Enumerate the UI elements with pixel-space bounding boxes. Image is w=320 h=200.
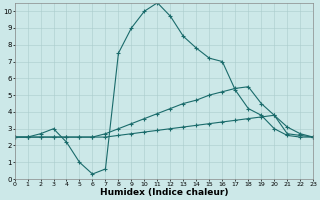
X-axis label: Humidex (Indice chaleur): Humidex (Indice chaleur) (100, 188, 228, 197)
